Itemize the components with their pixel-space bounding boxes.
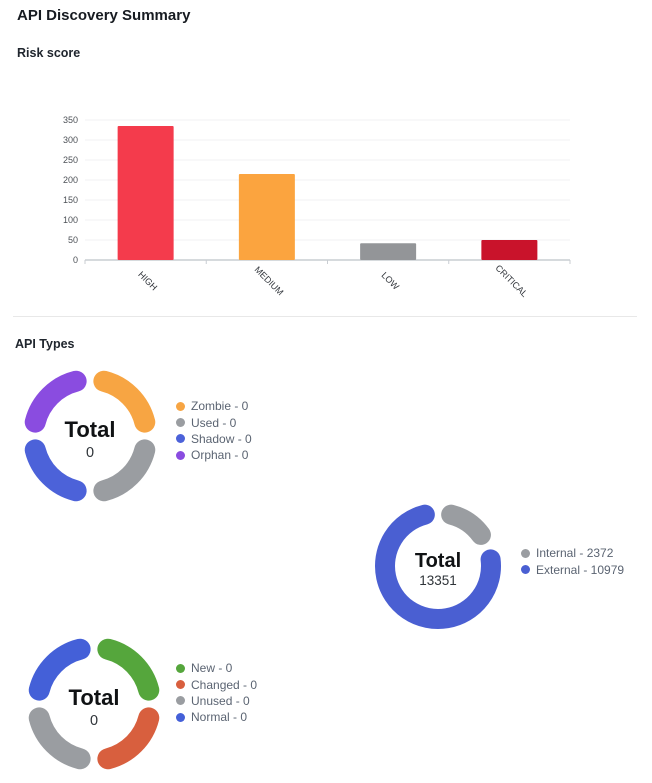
legend-item-external[interactable]: External - 10979 xyxy=(521,561,624,577)
donut-center-value: 0 xyxy=(90,713,98,729)
donut-segment-unused[interactable] xyxy=(28,707,91,770)
legend-label: Zombie - 0 xyxy=(191,399,249,414)
legend-item-changed[interactable]: Changed - 0 xyxy=(176,676,257,692)
legend-item-orphan[interactable]: Orphan - 0 xyxy=(176,447,252,463)
donut-segment-shadow[interactable] xyxy=(24,439,87,502)
legend-label: Internal - 2372 xyxy=(536,546,614,561)
legend-dot xyxy=(176,696,185,706)
legend-item-normal[interactable]: Normal - 0 xyxy=(176,709,257,725)
legend-api-types: Zombie - 0 Used - 0 Shadow - 0 Orphan - 0 xyxy=(176,398,252,464)
y-axis-tick-label: 150 xyxy=(63,195,78,205)
risk-score-heading: Risk score xyxy=(17,46,81,60)
legend-api-status: New - 0 Changed - 0 Unused - 0 Normal - 0 xyxy=(176,660,257,726)
donut-segment-orphan[interactable] xyxy=(24,370,87,433)
donut-chart-api-status: Total 0 xyxy=(28,638,160,770)
legend-item-unused[interactable]: Unused - 0 xyxy=(176,693,257,709)
donut-segment-changed[interactable] xyxy=(97,707,160,770)
risk-score-bar-chart: 0 50 100 150 200 250 300 350 HIGH MEDIUM LOW CRITIC… xyxy=(63,115,571,299)
donut-center-label: Total xyxy=(69,685,120,710)
section-divider xyxy=(13,316,637,317)
page-title: API Discovery Summary xyxy=(17,7,191,24)
legend-dot xyxy=(521,565,530,575)
donut-center-value: 0 xyxy=(86,445,94,461)
legend-dot xyxy=(521,548,530,558)
x-axis-label: LOW xyxy=(379,270,401,292)
donut-chart-api-types: Total 0 xyxy=(24,370,156,502)
legend-label: Used - 0 xyxy=(191,415,237,430)
legend-label: Orphan - 0 xyxy=(191,448,249,463)
bar-medium[interactable] xyxy=(238,174,295,260)
donut-segment-normal[interactable] xyxy=(28,638,91,701)
legend-label: Normal - 0 xyxy=(191,710,248,725)
legend-item-shadow[interactable]: Shadow - 0 xyxy=(176,431,252,447)
donut-segment-new[interactable] xyxy=(97,638,160,701)
x-axis-label: MEDIUM xyxy=(253,264,286,297)
legend-dot xyxy=(176,450,185,460)
legend-label: Shadow - 0 xyxy=(191,431,252,446)
y-axis-tick-label: 0 xyxy=(73,255,78,265)
legend-label: New - 0 xyxy=(191,661,233,676)
legend-label: External - 10979 xyxy=(536,562,625,577)
bar-high[interactable] xyxy=(117,126,174,260)
legend-item-used[interactable]: Used - 0 xyxy=(176,414,252,430)
legend-item-internal[interactable]: Internal - 2372 xyxy=(521,545,624,561)
legend-dot xyxy=(176,712,185,722)
bar-critical[interactable] xyxy=(481,240,538,260)
y-axis-tick-label: 250 xyxy=(63,155,78,165)
donut-segment-used[interactable] xyxy=(93,439,156,502)
legend-dot xyxy=(176,434,185,444)
donut-center-label: Total xyxy=(415,550,461,572)
donut-segment-internal[interactable] xyxy=(441,504,491,545)
x-axis-label: HIGH xyxy=(136,269,159,292)
donut-segment-external[interactable] xyxy=(375,504,501,629)
legend-item-new[interactable]: New - 0 xyxy=(176,660,257,676)
legend-label: Unused - 0 xyxy=(191,693,250,708)
donut-segment-zombie[interactable] xyxy=(93,370,156,433)
y-axis-tick-label: 350 xyxy=(63,115,78,125)
x-axis-label: CRITICAL xyxy=(493,263,529,299)
y-axis-tick-label: 100 xyxy=(63,215,78,225)
y-axis-tick-label: 50 xyxy=(68,235,78,245)
donut-center-value: 13351 xyxy=(419,573,457,588)
donut-center-label: Total xyxy=(65,417,116,442)
api-types-heading: API Types xyxy=(15,337,75,351)
bar-low[interactable] xyxy=(360,243,417,260)
legend-dot xyxy=(176,418,185,428)
legend-item-zombie[interactable]: Zombie - 0 xyxy=(176,398,252,414)
legend-dot xyxy=(176,680,185,690)
legend-label: Changed - 0 xyxy=(191,677,258,692)
y-axis-tick-label: 300 xyxy=(63,135,78,145)
y-axis-tick-label: 200 xyxy=(63,175,78,185)
legend-dot xyxy=(176,663,185,673)
legend-internal-external: Internal - 2372 External - 10979 xyxy=(521,545,624,578)
legend-dot xyxy=(176,401,185,411)
